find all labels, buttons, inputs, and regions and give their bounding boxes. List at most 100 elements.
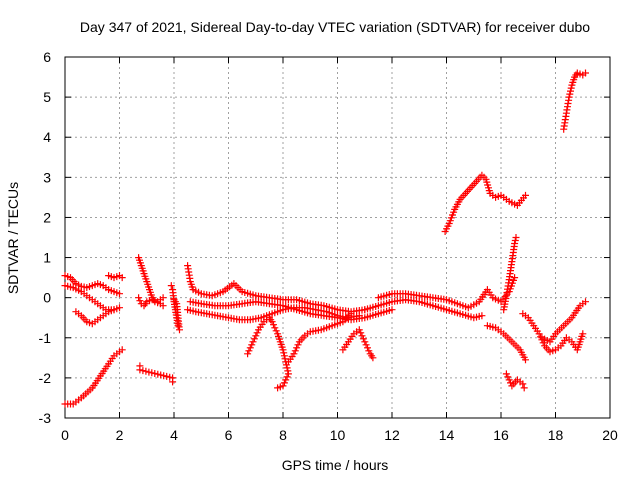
data-point (561, 116, 569, 124)
data-point (283, 373, 291, 381)
data-point (582, 298, 589, 306)
x-tick-label: 2 (116, 427, 124, 443)
data-point (565, 93, 573, 101)
data-point (136, 297, 144, 305)
data-points (61, 69, 589, 408)
y-tick-label: 3 (43, 169, 51, 185)
data-point (279, 346, 287, 354)
data-point (244, 350, 252, 358)
x-tick-label: 12 (384, 427, 400, 443)
x-tick-labels: 0 2 4 6 8 10 12 14 16 18 20 (61, 427, 618, 443)
data-point (139, 367, 147, 375)
data-point (250, 335, 258, 343)
data-point (520, 384, 528, 392)
data-point (512, 234, 520, 241)
grid-lines (65, 57, 610, 418)
x-axis-label: GPS time / hours (282, 457, 389, 473)
data-point (252, 332, 260, 340)
data-point (118, 274, 126, 282)
data-point (169, 378, 177, 386)
y-tick-label: 4 (43, 129, 51, 145)
data-point (365, 347, 373, 355)
y-tick-label: -1 (39, 330, 52, 346)
data-point (148, 369, 156, 377)
data-point (293, 344, 301, 352)
data-point (268, 318, 276, 326)
y-tick-label: 5 (43, 89, 51, 105)
data-point (274, 384, 282, 392)
data-point (361, 338, 369, 346)
data-point (248, 341, 256, 349)
data-point (291, 347, 299, 355)
data-point (246, 344, 254, 352)
data-point (355, 326, 363, 334)
x-tick-label: 20 (602, 427, 618, 443)
data-point (567, 87, 574, 95)
data-point (157, 371, 165, 379)
data-point (522, 356, 529, 364)
data-point (511, 274, 519, 282)
data-point (283, 364, 291, 372)
chart-title: Day 347 of 2021, Sidereal Day-to-day VTE… (80, 19, 590, 35)
data-point (160, 372, 168, 380)
data-point (163, 372, 171, 380)
data-point (159, 294, 167, 302)
data-point (519, 380, 527, 388)
data-point (116, 290, 123, 298)
data-point (359, 335, 367, 343)
data-point (364, 344, 371, 352)
data-point (272, 327, 280, 335)
data-point (566, 90, 574, 98)
data-point (280, 379, 288, 387)
data-point (253, 329, 261, 337)
data-point (249, 338, 257, 346)
y-tick-label: 6 (43, 49, 51, 65)
data-point (567, 84, 575, 92)
data-point (170, 296, 178, 304)
data-point (118, 346, 126, 354)
data-point (271, 324, 279, 332)
data-point (505, 376, 513, 384)
data-point (388, 306, 396, 314)
y-tick-label: -2 (39, 370, 52, 386)
data-point (284, 370, 292, 378)
y-tick-label: 0 (43, 290, 51, 306)
data-point (362, 341, 370, 349)
data-point (369, 354, 377, 362)
data-point (136, 366, 144, 374)
data-point (522, 191, 529, 199)
data-point (282, 376, 290, 384)
data-point (478, 312, 486, 320)
data-point (135, 294, 143, 302)
y-tick-label: 2 (43, 209, 51, 225)
data-point (142, 367, 150, 375)
axis-ticks (64, 56, 611, 419)
data-point (245, 347, 253, 355)
data-point (280, 349, 288, 357)
data-point (535, 330, 543, 338)
x-tick-label: 0 (61, 427, 69, 443)
x-tick-label: 8 (279, 427, 287, 443)
y-tick-labels: -3 -2 -1 0 1 2 3 4 5 6 (39, 49, 52, 426)
data-point (502, 370, 510, 378)
x-tick-label: 16 (493, 427, 509, 443)
data-point (511, 240, 519, 247)
data-point (159, 302, 167, 310)
data-point (504, 373, 512, 381)
data-point (511, 237, 519, 244)
x-tick-label: 6 (225, 427, 233, 443)
y-axis-label: SDTVAR / TECUs (5, 182, 21, 294)
data-point (290, 350, 298, 358)
data-point (151, 370, 159, 377)
data-point (357, 329, 365, 337)
y-tick-label: -3 (39, 410, 52, 426)
data-point (582, 69, 589, 77)
x-tick-label: 10 (330, 427, 346, 443)
data-point (167, 282, 175, 290)
data-point (537, 333, 544, 341)
data-point (507, 379, 514, 387)
data-point (358, 332, 366, 340)
x-tick-label: 18 (548, 427, 564, 443)
x-tick-label: 4 (170, 427, 178, 443)
